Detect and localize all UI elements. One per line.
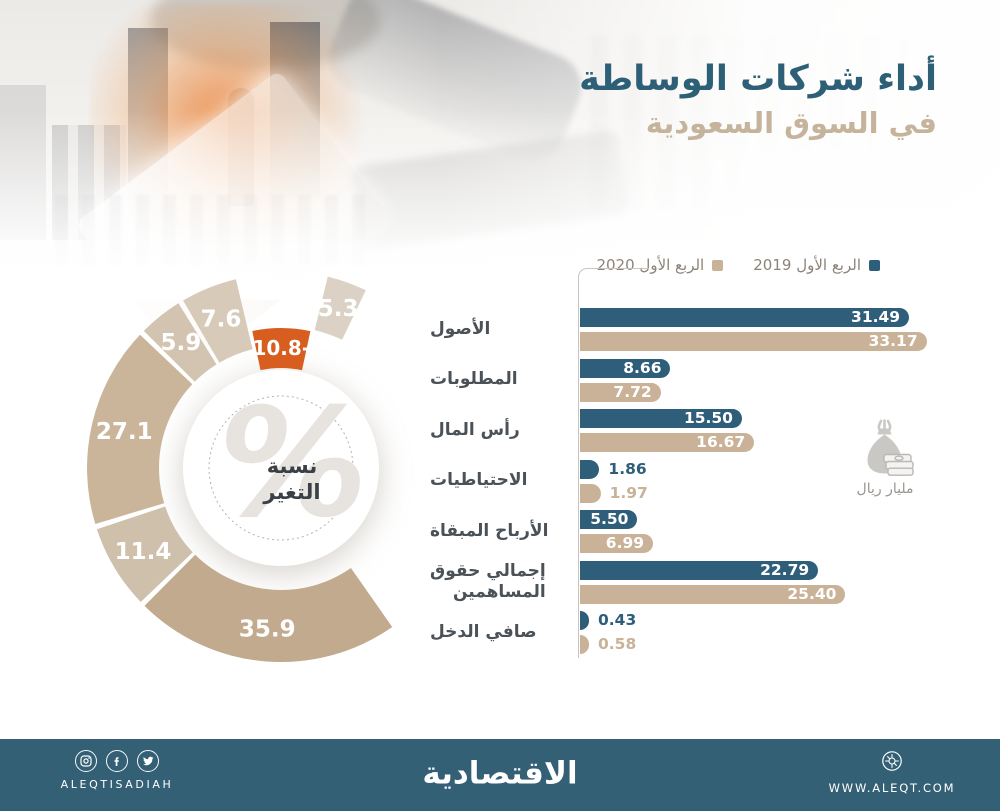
- donut-segment: [87, 334, 193, 524]
- bar-value-label: 16.67: [696, 433, 746, 451]
- footer-social-block: ALEQTISADIAH: [42, 750, 192, 791]
- category-label: الأصول: [430, 318, 491, 339]
- footer-bar: ALEQTISADIAH الاقتصادية WWW.ALEQT.COM: [0, 739, 1000, 811]
- legend-swatch: [712, 259, 724, 271]
- bar-value-label: 22.79: [760, 560, 810, 579]
- bar-2020: 16.67: [580, 433, 755, 452]
- bar-value-label: 33.17: [868, 332, 918, 350]
- donut-segment: [143, 303, 217, 382]
- bar-value-label: 31.49: [851, 308, 901, 326]
- chart-legend: الربع الأول 2019 الربع الأول 2020: [596, 256, 880, 274]
- donut-segment-label: 27.1: [96, 419, 153, 445]
- bar-2019: 31.49: [580, 308, 910, 327]
- legend-swatch: [869, 259, 880, 271]
- donut-segment-label: 5.9: [161, 330, 202, 356]
- bar-2019: 5.50: [580, 510, 638, 529]
- emblem-icon: [882, 751, 902, 771]
- bar-chart-axis: [578, 268, 649, 658]
- legend-item-0: الربع الأول 2019: [753, 256, 880, 274]
- money-bag-icon: [867, 419, 914, 476]
- page-subtitle: في السوق السعودية: [645, 105, 937, 140]
- page-title: أداء شركات الوساطة: [579, 59, 937, 99]
- bar-value-label: 5.50: [590, 510, 629, 528]
- bar-value-label: 1.97: [609, 483, 648, 502]
- category-label: إجمالي حقوق المساهمين: [430, 561, 546, 602]
- bar-chart: الأصول 31.49 33.17 المطلوبات 8.66 7.72 رأس الم…: [430, 308, 996, 678]
- donut-segment-label: 5.3: [318, 296, 359, 322]
- bar-value-label: 0.58: [598, 635, 637, 653]
- bar-2020: 33.17: [580, 332, 927, 351]
- percent-watermark: %: [218, 377, 368, 551]
- bar-2019: 8.66: [580, 358, 671, 378]
- twitter-icon[interactable]: [137, 750, 159, 772]
- bar-2019: [580, 459, 600, 479]
- bar-value-label: 7.72: [613, 382, 652, 401]
- donut-segment-label: -10.8: [252, 336, 310, 360]
- category-label: صافي الدخل: [430, 621, 537, 642]
- brand-logo: الاقتصادية: [422, 755, 578, 792]
- donut-center-label: التغير: [262, 480, 320, 504]
- footer-website-block: WWW.ALEQT.COM: [812, 750, 972, 795]
- bar-value-label: 15.50: [683, 409, 733, 427]
- bar-2019: [580, 611, 589, 630]
- donut-segment-label: 7.6: [201, 307, 242, 333]
- bar-2019: 22.79: [580, 560, 819, 580]
- bar-2020: [580, 635, 589, 654]
- donut-segment: [183, 279, 253, 363]
- donut-dotted-ring: [208, 395, 354, 541]
- hero-fade-bottom: [0, 110, 1000, 300]
- header: أداء شركات الوساطة في السوق السعودية: [579, 58, 937, 140]
- bar-value-label: 8.66: [623, 358, 662, 377]
- bar-value-label: 25.40: [787, 584, 837, 603]
- category-label: الاحتياطيات: [430, 470, 528, 491]
- bar-value-label: 0.43: [598, 611, 637, 629]
- category-label: الأرباح المبقاة: [430, 520, 549, 541]
- bar-2020: 25.40: [580, 584, 846, 604]
- category-label: رأس المال: [430, 419, 520, 440]
- donut-center-label: نسبة: [267, 454, 318, 478]
- legend-item-1: الربع الأول 2020: [596, 256, 724, 274]
- website-link[interactable]: WWW.ALEQT.COM: [828, 781, 956, 795]
- donut-segment: [144, 554, 393, 663]
- donut-segment: [96, 506, 193, 602]
- unit-badge: مليار ريال: [843, 418, 927, 497]
- legend-label: الربع الأول 2020: [596, 256, 705, 274]
- donut-segment-label: 11.4: [115, 539, 172, 565]
- hero-photo-collage: [0, 0, 1000, 372]
- instagram-icon[interactable]: [75, 750, 97, 772]
- bar-2020: 7.72: [580, 382, 661, 402]
- social-handle: ALEQTISADIAH: [60, 778, 174, 791]
- donut-segment: [314, 276, 366, 340]
- bar-2020: 6.99: [580, 534, 654, 553]
- donut-segment-label: 35.9: [239, 616, 296, 642]
- bar-value-label: 6.99: [605, 534, 645, 552]
- category-label: المطلوبات: [430, 369, 518, 390]
- bar-value-label: 1.86: [608, 459, 647, 478]
- bar-2020: [580, 483, 601, 503]
- bar-2019: 15.50: [580, 409, 742, 428]
- unit-label: مليار ريال: [856, 481, 914, 497]
- donut-segment: [252, 328, 311, 371]
- facebook-icon[interactable]: [106, 750, 128, 772]
- legend-label: الربع الأول 2019: [753, 256, 861, 274]
- donut-center-circle: [183, 370, 379, 566]
